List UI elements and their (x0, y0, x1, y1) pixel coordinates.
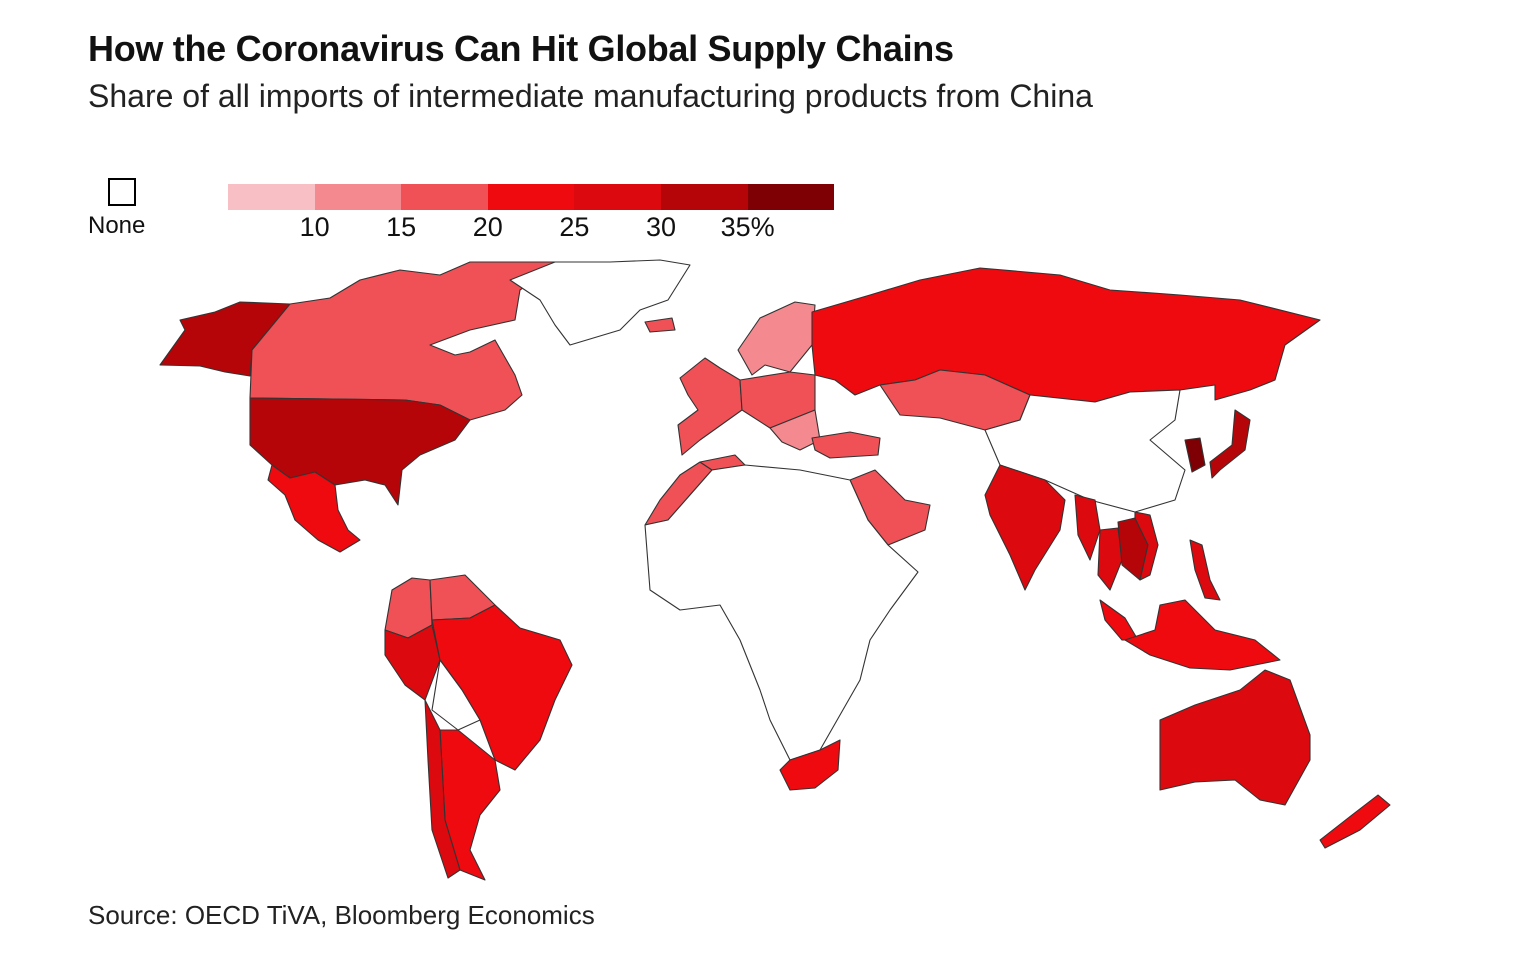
legend-tick: 30 (645, 212, 677, 242)
region-bolivia (431, 659, 481, 731)
legend-swatch (487, 184, 575, 210)
region-malaysia (1099, 599, 1139, 641)
region-canada (249, 261, 561, 421)
legend-swatch (228, 184, 315, 210)
region-myanmar (1074, 494, 1101, 561)
region-indonesia (1124, 599, 1281, 671)
legend-tick: 35% (720, 212, 775, 242)
region-africa (644, 464, 919, 761)
legend-swatch (747, 184, 835, 210)
region-greenland (509, 259, 691, 346)
region-peru (384, 624, 441, 701)
region-mexico (267, 464, 361, 553)
chart-title: How the Coronavirus Can Hit Global Suppl… (88, 28, 954, 69)
chart-subtitle: Share of all imports of intermediate man… (88, 78, 1093, 114)
legend-none: None (88, 178, 158, 240)
legend-tick: 15 (386, 212, 417, 242)
region-new-zealand (1319, 794, 1391, 849)
legend-tick: 20 (472, 212, 503, 242)
region-chile (424, 699, 461, 879)
legend-tick-labels: 10 15 20 25 30 35% (228, 212, 834, 248)
region-south-africa (779, 739, 841, 791)
region-india (984, 464, 1066, 591)
region-japan (1209, 409, 1251, 479)
region-turkey (811, 431, 881, 459)
legend-tick: 10 (299, 212, 330, 242)
region-philippines (1189, 539, 1221, 601)
region-vietnam (1134, 511, 1159, 581)
region-thailand (1097, 527, 1123, 591)
region-western-europe (677, 357, 743, 456)
legend-swatch (401, 184, 488, 210)
region-iceland (644, 317, 676, 333)
legend-swatch (314, 184, 402, 210)
legend-none-label: None (88, 212, 146, 239)
region-scandinavia (737, 301, 816, 376)
region-korea (1184, 437, 1206, 473)
legend-tick: 25 (559, 212, 590, 242)
source-note: Source: OECD TiVA, Bloomberg Economics (88, 900, 595, 930)
legend-color-scale (228, 184, 835, 210)
legend-swatch (660, 184, 748, 210)
region-china (984, 389, 1186, 513)
region-australia (1159, 669, 1311, 806)
region-russia (811, 267, 1321, 403)
legend-swatch (574, 184, 661, 210)
legend-none-swatch (108, 178, 136, 206)
